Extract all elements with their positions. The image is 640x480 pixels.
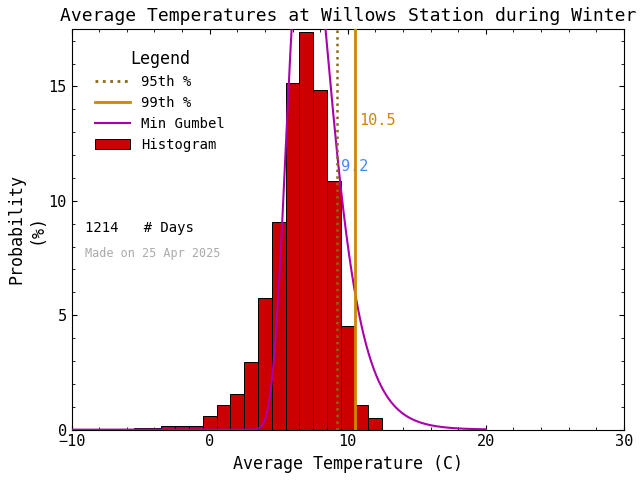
Text: 1214   # Days: 1214 # Days — [86, 221, 195, 236]
Bar — [203, 416, 216, 430]
Text: 9.2: 9.2 — [341, 159, 368, 174]
Bar — [230, 394, 244, 430]
Bar — [300, 33, 313, 430]
Bar — [355, 405, 369, 430]
Bar — [244, 362, 258, 430]
Bar — [285, 83, 300, 430]
Text: Made on 25 Apr 2025: Made on 25 Apr 2025 — [86, 248, 221, 261]
Bar — [369, 419, 382, 430]
Bar — [341, 326, 355, 430]
Bar — [258, 298, 272, 430]
Bar — [134, 428, 148, 430]
Bar — [327, 181, 341, 430]
X-axis label: Average Temperature (C): Average Temperature (C) — [233, 455, 463, 473]
Bar — [189, 426, 203, 430]
Bar — [313, 90, 327, 430]
Bar — [272, 222, 285, 430]
Y-axis label: Probability
(%): Probability (%) — [7, 174, 45, 285]
Bar — [161, 426, 175, 430]
Text: 10.5: 10.5 — [359, 113, 396, 128]
Bar — [216, 405, 230, 430]
Bar — [148, 428, 161, 430]
Title: Average Temperatures at Willows Station during Winter: Average Temperatures at Willows Station … — [60, 7, 636, 25]
Legend: 95th %, 99th %, Min Gumbel, Histogram: 95th %, 99th %, Min Gumbel, Histogram — [90, 44, 230, 157]
Bar — [175, 426, 189, 430]
